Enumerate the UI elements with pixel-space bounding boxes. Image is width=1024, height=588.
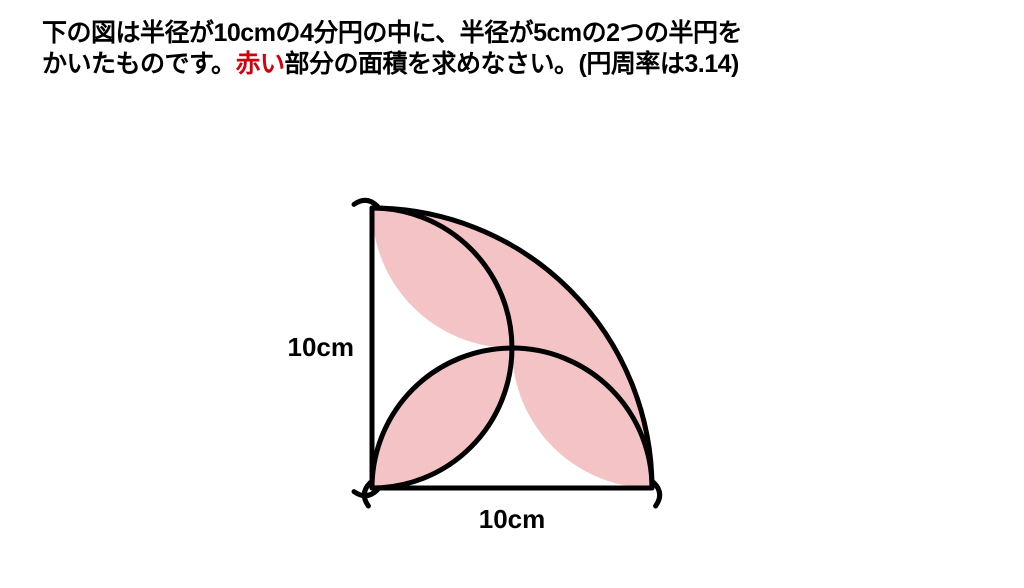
geometry-figure: 10cm 10cm bbox=[272, 108, 752, 588]
label-left-radius: 10cm bbox=[288, 332, 355, 362]
problem-statement: 下の図は半径が10cmの4分円の中に、半径が5cmの2つの半円を かいたものです… bbox=[42, 18, 982, 81]
tick-bottom-right bbox=[654, 483, 660, 506]
tick-top-left bbox=[354, 200, 377, 206]
figure-container: 10cm 10cm bbox=[0, 120, 1024, 576]
problem-line2-pre: かいたものです。 bbox=[42, 50, 236, 78]
problem-line1: 下の図は半径が10cmの4分円の中に、半径が5cmの2つの半円を bbox=[42, 19, 742, 47]
problem-red-word: 赤い bbox=[236, 50, 285, 78]
label-bottom-radius: 10cm bbox=[479, 504, 546, 534]
problem-line2-post: 部分の面積を求めなさい。(円周率は3.14) bbox=[285, 50, 739, 78]
